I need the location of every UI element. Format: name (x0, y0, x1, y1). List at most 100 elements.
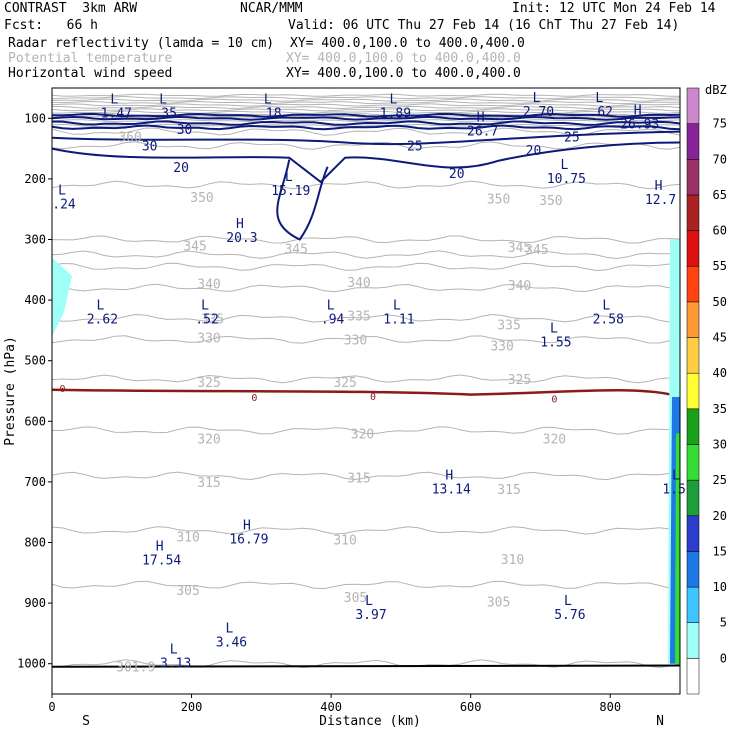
theta-label: 335 (347, 309, 370, 324)
forecast-hour: Fcst: 66 h (4, 18, 98, 33)
extremum-value: 26.93 (620, 117, 659, 132)
colorbar-swatch (686, 372, 700, 410)
extremum-marker: L (365, 594, 373, 609)
extremum-value: 10.75 (547, 172, 586, 187)
extremum-marker: H (445, 469, 453, 484)
theta-label: 315 (347, 472, 370, 487)
extremum-value: 17.54 (142, 554, 181, 569)
theta-label: 330 (490, 340, 513, 355)
theta-contour-line (51, 262, 681, 272)
colorbar-swatch (686, 123, 700, 160)
wind-contour-jet (276, 159, 329, 241)
wind-label: 20 (526, 144, 542, 159)
colorbar-swatch (686, 194, 700, 231)
extremum-marker: L (285, 170, 293, 185)
extremum-marker: L (390, 92, 398, 107)
colorbar-swatch (686, 444, 700, 481)
theta-contour-line (51, 98, 681, 102)
freezing-label: 0 (370, 392, 376, 403)
colorbar-level-label: 0 (720, 651, 727, 665)
radar-echoes (52, 239, 680, 664)
theta-contour-line (51, 335, 681, 344)
extremum-value: 1.11 (383, 312, 414, 327)
freezing-label: 0 (551, 394, 557, 405)
theta-label: 310 (333, 533, 356, 548)
theta-label: 315 (197, 476, 220, 491)
y-tick-label: 700 (24, 475, 46, 489)
theta-label: 301.9 (116, 661, 155, 676)
theta-label: 350 (190, 191, 213, 206)
theta-label: 320 (543, 432, 566, 447)
y-tick-label: 200 (24, 172, 46, 186)
extremum-marker: L (560, 158, 568, 173)
extremum-value: 1.52 (662, 483, 693, 498)
y-tick-label: 500 (24, 354, 46, 368)
extremum-value: 3.97 (355, 608, 386, 623)
x-tick-label: 400 (320, 700, 342, 714)
wind-label: 25 (407, 140, 423, 155)
extremum-marker: L (110, 92, 118, 107)
axes (48, 117, 611, 698)
field2-xy: XY= 400.0,100.0 to 400.0,400.0 (286, 51, 521, 66)
colorbar-level-label: 60 (713, 224, 727, 238)
theta-label: 335 (201, 312, 224, 327)
theta-contour-line (51, 100, 681, 105)
theta-label: 310 (501, 553, 524, 568)
extremum-value: 1.47 (101, 106, 132, 121)
theta-label: 350 (487, 192, 510, 207)
theta-label: 330 (197, 332, 220, 347)
wind-contour-line (52, 120, 681, 126)
init-time: Init: 12 UTC Mon 24 Feb 14 (512, 1, 716, 16)
colorbar-swatch (686, 159, 700, 196)
wind-label: 25 (564, 130, 580, 145)
extremum-marker: L (159, 92, 167, 107)
extremum-marker: L (96, 298, 104, 313)
y-tick-label: 800 (24, 536, 46, 550)
theta-label: 350 (539, 194, 562, 209)
y-tick-label: 1000 (17, 657, 46, 671)
colorbar-swatch (686, 551, 700, 588)
y-tick-label: 100 (24, 111, 46, 125)
colorbar-swatch (686, 408, 700, 445)
colorbar-level-label: 40 (713, 366, 727, 380)
x-tick-label: 800 (599, 700, 621, 714)
extremum-value: 26.7 (467, 125, 498, 140)
extremum-marker: H (156, 540, 164, 555)
colorbar-level-label: 30 (713, 437, 727, 451)
colorbar-level-label: 50 (713, 295, 727, 309)
colorbar-swatch (686, 337, 700, 374)
extremum-value: 2.58 (593, 312, 624, 327)
colorbar-swatch (686, 87, 700, 124)
wind-label: 20 (173, 161, 189, 176)
extremum-value: .35 (153, 106, 176, 121)
theta-contour-line (51, 580, 681, 590)
theta-label: 345 (284, 243, 307, 258)
colorbar-level-label: 45 (713, 331, 727, 345)
theta-label: 315 (497, 483, 520, 498)
center-label: NCAR/MMM (240, 1, 303, 16)
y-tick-label: 600 (24, 414, 46, 428)
wind-label: 30 (177, 123, 193, 138)
extremum-value: 20.3 (226, 231, 257, 246)
extremum-value: 12.7 (645, 193, 676, 208)
extremum-value: 3.46 (216, 635, 247, 650)
theta-contour-line (51, 471, 681, 481)
extremum-marker: L (672, 469, 680, 484)
extremum-marker: L (393, 298, 401, 313)
theta-label: 340 (197, 278, 220, 293)
extremum-marker: L (595, 91, 603, 106)
theta-contour-line (51, 93, 681, 97)
theta-label: 345 (525, 243, 548, 258)
extremum-value: .18 (258, 106, 281, 121)
theta-contours (51, 93, 681, 669)
theta-label: 360 (118, 130, 141, 145)
theta-contour-line (51, 250, 681, 260)
y-tick-label: 400 (24, 293, 46, 307)
extremum-value: .52 (195, 312, 218, 327)
theta-contour-line (51, 123, 681, 128)
extremum-value: .24 (52, 197, 76, 212)
ground-line (51, 664, 681, 668)
theta-label: 345 (508, 241, 531, 256)
freezing-label: 0 (251, 393, 257, 404)
